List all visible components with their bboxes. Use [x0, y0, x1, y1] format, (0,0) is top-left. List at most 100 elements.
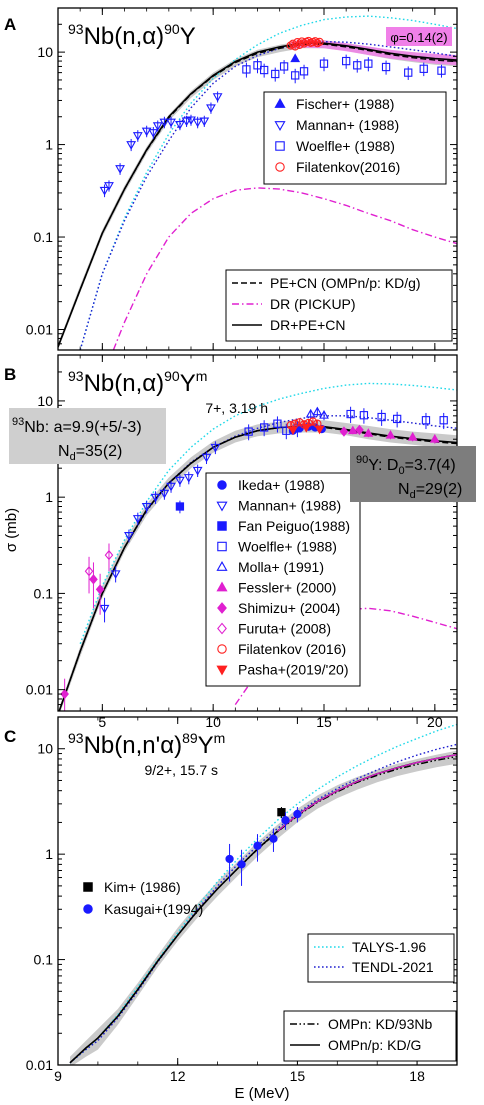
data-point-woelfle-1988- [244, 427, 253, 436]
legend-label: Woelfle+ (1988) [238, 539, 337, 555]
data-point-woelfle-1988- [271, 69, 280, 79]
legend-label: TALYS-1.96 [352, 939, 426, 955]
data-point-woelfle-1988- [392, 414, 402, 424]
legend-box [263, 91, 447, 185]
data-point-mannan-1988- [159, 118, 170, 128]
state-label: 7+, 3.19 h [205, 400, 268, 416]
data-point-woelfle-1988- [279, 62, 289, 71]
nd-y-text: Nd=29(2) [398, 481, 462, 501]
legend-label: Mannan+ (1988) [238, 498, 341, 514]
data-point-kasugai-1994- [237, 860, 246, 869]
data-point-mannan-1988- [126, 141, 137, 150]
figure-ylabel: σ (mb) [3, 508, 20, 552]
legend-label: Fischer+ (1988) [296, 96, 394, 112]
data-point-shimizu-2004- [95, 584, 105, 595]
level-density-nb-text: 93Nb: a=9.9(+5/-3) [12, 416, 142, 436]
data-point-woelfle-1988- [342, 56, 351, 66]
data-point-fan-peiguo-1988- [175, 502, 185, 511]
data-point-woelfle-1988- [346, 409, 355, 419]
data-point-mannan-1988- [104, 182, 114, 191]
data-point-mannan-1988- [175, 121, 185, 130]
data-point-filatenkov-2016- [286, 41, 295, 50]
data-point-fessler-2000- [429, 433, 440, 443]
data-point-mannan-1988- [141, 503, 152, 512]
data-point-woelfle-1988- [259, 423, 269, 432]
x-tick-label: 5 [98, 714, 106, 730]
y-tick-label: 1 [45, 137, 53, 153]
legend-marker [217, 480, 227, 490]
data-point-mannan-1988- [166, 482, 176, 492]
panel-C: 0.01 0.1 1 10 9 12 15 18 C 93Nb(n,n'α)89Ym 9/2+, 1… [4, 716, 458, 1084]
legend-marker [274, 121, 286, 131]
data-point-woelfle-1988- [439, 416, 448, 425]
data-point-woelfle-1988- [291, 71, 300, 80]
data-point-mannan-1988- [132, 515, 143, 524]
y-tick-label: 0.01 [26, 1057, 53, 1073]
data-point-filatenkov-2016- [291, 42, 300, 51]
data-point-woelfle-1988- [437, 66, 446, 75]
data-point-mannan-1988- [181, 117, 192, 127]
legend-box [283, 1010, 457, 1062]
panel-letter: A [4, 15, 16, 34]
data-point-woelfle-1988- [259, 65, 269, 75]
legend-label: Shimizu+ (2004) [238, 600, 340, 616]
legend-box [307, 933, 455, 983]
legend-marker [275, 141, 285, 151]
data-point-fessler-2000- [407, 431, 418, 441]
plot-area [58, 382, 457, 711]
data-point-woelfle-1988- [253, 61, 262, 70]
data-point-filatenkov-2016- [313, 39, 322, 48]
data-point-fischer-1988- [290, 53, 301, 63]
legend-label: OMPn: KD/93Nb [328, 1016, 432, 1032]
legend-label: Kim+ (1986) [104, 879, 181, 895]
legend-label: Fan Peiguo(1988) [238, 518, 350, 534]
legend-marker [216, 501, 228, 512]
x-tick-label: 12 [170, 1068, 186, 1084]
y-tick-label: 0.1 [34, 952, 54, 968]
marker-legend: Fischer+ (1988) Mannan+ (1988) Woelfle+ (1… [263, 91, 447, 185]
legend-marker [274, 98, 286, 108]
legend-label: Filatenkov(2016) [296, 159, 400, 175]
legend-label: Woelfle+ (1988) [296, 138, 395, 154]
legend-label: DR (PICKUP) [270, 296, 356, 312]
legend-label: Molla+ (1991) [238, 559, 324, 575]
level-density-y-text: 90Y: D0=3.7(4) [356, 454, 456, 477]
legend-label: Furuta+ (2008) [238, 621, 331, 637]
annotation-box [386, 27, 452, 46]
data-point-mannan-1988- [186, 116, 196, 126]
data-point-furuta-2008- [104, 549, 114, 561]
series-line-pink-overlay [277, 754, 457, 832]
data-point-woelfle-1988- [319, 59, 329, 68]
data-point-woelfle-1988- [419, 64, 428, 73]
y-tick-label: 0.1 [34, 229, 54, 245]
data-point-filatenkov-2016- [295, 418, 304, 427]
data-point-woelfle-1988- [377, 412, 386, 422]
data-point-mannan-1988- [206, 104, 216, 114]
legend-label: TENDL-2021 [352, 959, 434, 975]
legend-marker [275, 162, 285, 172]
data-point-pasha-2019-20- [301, 424, 312, 433]
marker-legend: Ikeda+ (1988) Mannan+ (1988) Fan Peiguo(19… [205, 472, 361, 687]
legend-marker [83, 882, 93, 892]
y-tick-label: 1 [45, 846, 53, 862]
legend-label: Ikeda+ (1988) [238, 477, 325, 493]
data-point-shimizu-2004- [60, 688, 69, 700]
uncertainty-band [58, 420, 457, 711]
x-tick-label: 18 [409, 1068, 425, 1084]
uncertainty-band [70, 750, 457, 1065]
data-point-woelfle-1988- [299, 67, 309, 76]
data-point-kasugai-1994- [225, 854, 234, 864]
legend-label: Pasha+(2019/'20) [238, 662, 348, 678]
data-point-fessler-2000- [347, 425, 358, 435]
x-tick-label: 20 [427, 714, 443, 730]
legend-marker [217, 644, 227, 654]
level-density-box-nb [9, 408, 166, 464]
data-point-woelfle-1988- [359, 411, 369, 420]
reaction-title: 93Nb(n,n'α)89Ym [68, 730, 225, 759]
panel-letter: B [4, 365, 16, 384]
data-point-woelfle-1988- [381, 62, 391, 72]
data-point-pasha-2019-20- [288, 426, 298, 436]
data-point-molla-1991- [319, 409, 329, 419]
